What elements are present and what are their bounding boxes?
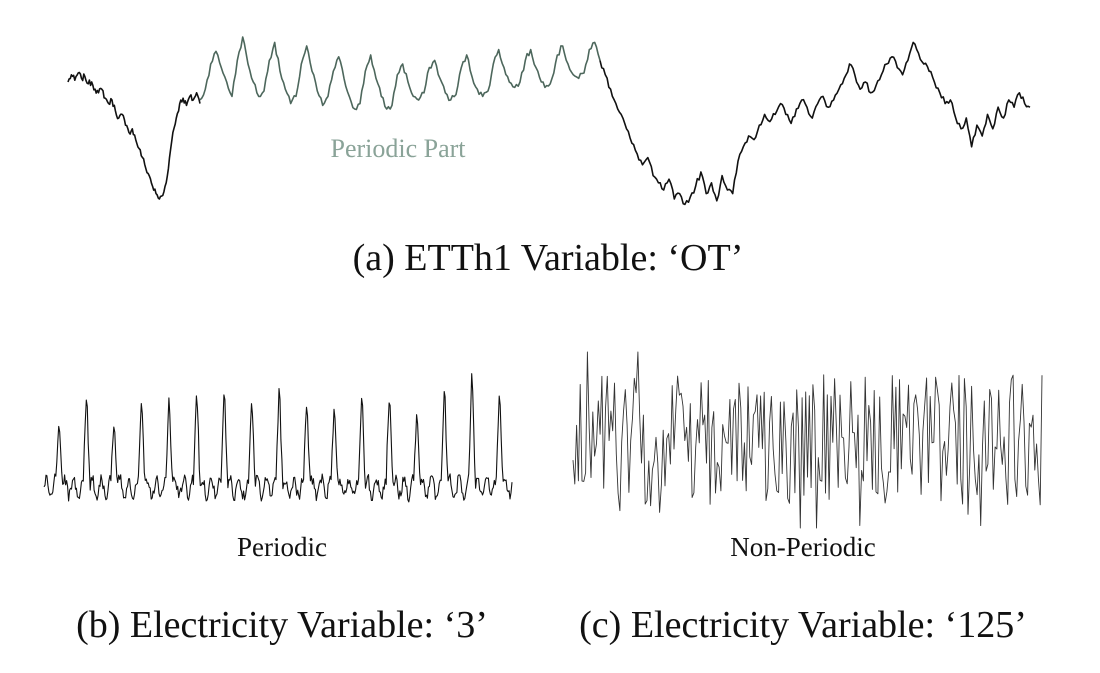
- ot-segment-non-periodic-0: [67, 71, 201, 200]
- series-electricity-3-group: [43, 373, 513, 503]
- periodic-label: Periodic: [237, 532, 327, 562]
- periodic-part-label: Periodic Part: [330, 134, 466, 163]
- electricity-3-line: [43, 373, 513, 503]
- panel-c-electricity-125: Non-Periodic (c) Electricity Variable: ‘…: [572, 351, 1043, 646]
- non-periodic-label: Non-Periodic: [730, 532, 875, 562]
- caption-b: (b) Electricity Variable: ‘3’: [76, 604, 488, 646]
- panel-b-electricity-3: Periodic (b) Electricity Variable: ‘3’: [43, 373, 513, 646]
- electricity-125-line: [572, 351, 1043, 529]
- caption-c: (c) Electricity Variable: ‘125’: [579, 604, 1027, 646]
- ot-segment-non-periodic-2: [599, 41, 1031, 206]
- series-electricity-125-group: [572, 351, 1043, 529]
- ot-segment-periodic-1: [199, 36, 601, 111]
- series-ot-line-group: [67, 36, 1031, 206]
- panel-a-etth1-ot: Periodic Part (a) ETTh1 Variable: ‘OT’: [67, 36, 1031, 279]
- caption-a: (a) ETTh1 Variable: ‘OT’: [353, 237, 744, 279]
